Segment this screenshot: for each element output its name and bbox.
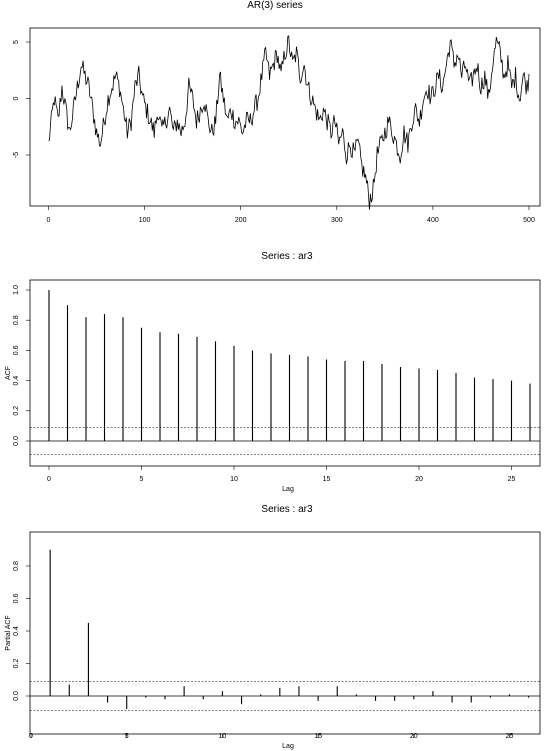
y-tick-label: 0.4 <box>13 376 20 386</box>
x-tick-label: 15 <box>323 476 331 483</box>
x-tick-label: 300 <box>331 217 343 224</box>
x-tick-label: 20 <box>410 733 418 740</box>
pacf-panel: Series : ar3 0.0 0.2 0.4 0.6 0.8 0 5 10 15 20 25 Lag… <box>5 504 541 750</box>
x-tick-label: 25 <box>506 733 514 740</box>
y-tick-label: 0.0 <box>13 436 20 446</box>
x-tick-label: 0 <box>47 476 51 483</box>
ar3-series-panel: AR(3) series 5 0 -5 0 100 200 300 400 500 <box>13 0 541 224</box>
series-line <box>48 35 530 210</box>
x-axis-label: Lag <box>282 486 294 493</box>
x-tick-label: 0 <box>47 217 51 224</box>
x-tick-label: 10 <box>219 733 227 740</box>
y-axis-label: Partial ACF <box>5 615 12 650</box>
y-tick-label: 0.8 <box>13 315 20 325</box>
chart-title: Series : ar3 <box>261 504 313 515</box>
x-tick-label: 400 <box>427 217 439 224</box>
acf-panel: Series : ar3 0.0 0.2 0.4 0.6 0.8 1.0 0 5 10 15 20 25… <box>5 251 541 493</box>
chart-title: AR(3) series <box>247 0 303 11</box>
x-tick-label: 5 <box>140 476 144 483</box>
y-tick-label: 5 <box>13 40 20 44</box>
x-tick-label: 20 <box>415 476 423 483</box>
x-tick-label: 15 <box>314 733 322 740</box>
y-tick-label: 0.6 <box>13 345 20 355</box>
x-tick-label: 10 <box>230 476 238 483</box>
x-tick-label: 25 <box>508 476 516 483</box>
y-tick-label: 0.6 <box>13 594 20 604</box>
y-tick-label: 0.2 <box>13 406 20 416</box>
chart-title: Series : ar3 <box>261 251 313 262</box>
x-tick-label: 0 <box>29 733 33 740</box>
y-tick-label: 0.4 <box>13 626 20 636</box>
y-axis-label: ACF <box>5 366 12 380</box>
y-tick-label: 0.0 <box>13 691 20 701</box>
x-tick-label: 200 <box>235 217 247 224</box>
y-tick-label: -5 <box>13 152 20 158</box>
plot-frame <box>29 27 541 207</box>
plot-frame <box>29 531 541 735</box>
plot-frame <box>29 279 541 467</box>
y-tick-label: 0 <box>13 96 20 100</box>
x-tick-label: 500 <box>523 217 535 224</box>
y-tick-label: 0.2 <box>13 659 20 669</box>
x-axis-label: Lag <box>282 743 294 750</box>
y-tick-label: 1.0 <box>13 285 20 295</box>
y-tick-label: 0.8 <box>13 561 20 571</box>
x-tick-label: 100 <box>139 217 151 224</box>
x-tick-label: 5 <box>125 733 129 740</box>
